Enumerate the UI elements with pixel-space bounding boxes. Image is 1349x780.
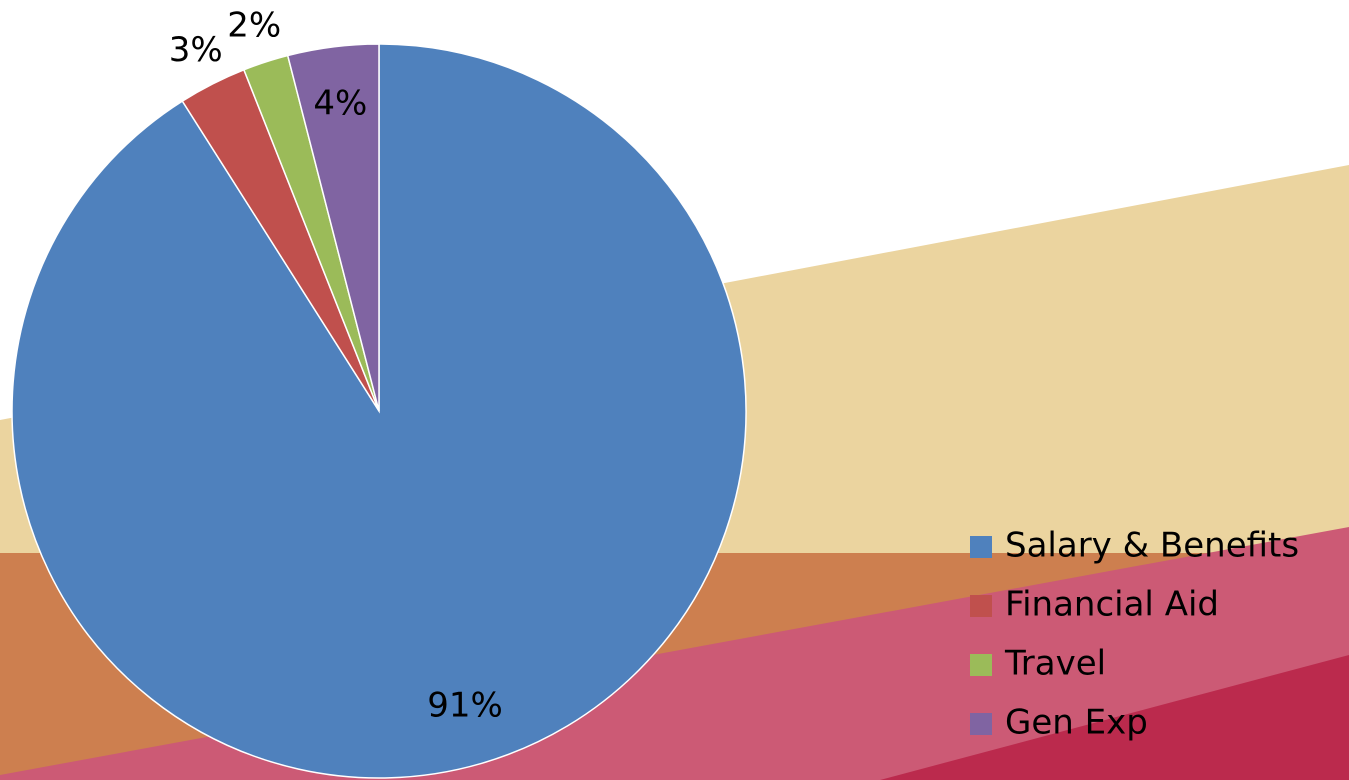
pie-slice [286,43,380,412]
legend-swatch [970,595,992,617]
background-crimson-band [880,655,1349,780]
data-label: 91% [427,686,503,726]
legend-swatch [970,654,992,676]
legend-label: Financial Aid [1005,585,1219,625]
data-label: 3% [169,30,223,70]
data-label: 4% [313,84,367,124]
legend-swatch [970,713,992,735]
legend-label: Gen Exp [1005,703,1148,743]
pie-slice [11,43,747,779]
data-label: 2% [227,6,281,46]
legend-label: Salary & Benefits [1005,526,1299,566]
legend-label: Travel [1004,644,1106,684]
legend-swatch [970,536,992,558]
